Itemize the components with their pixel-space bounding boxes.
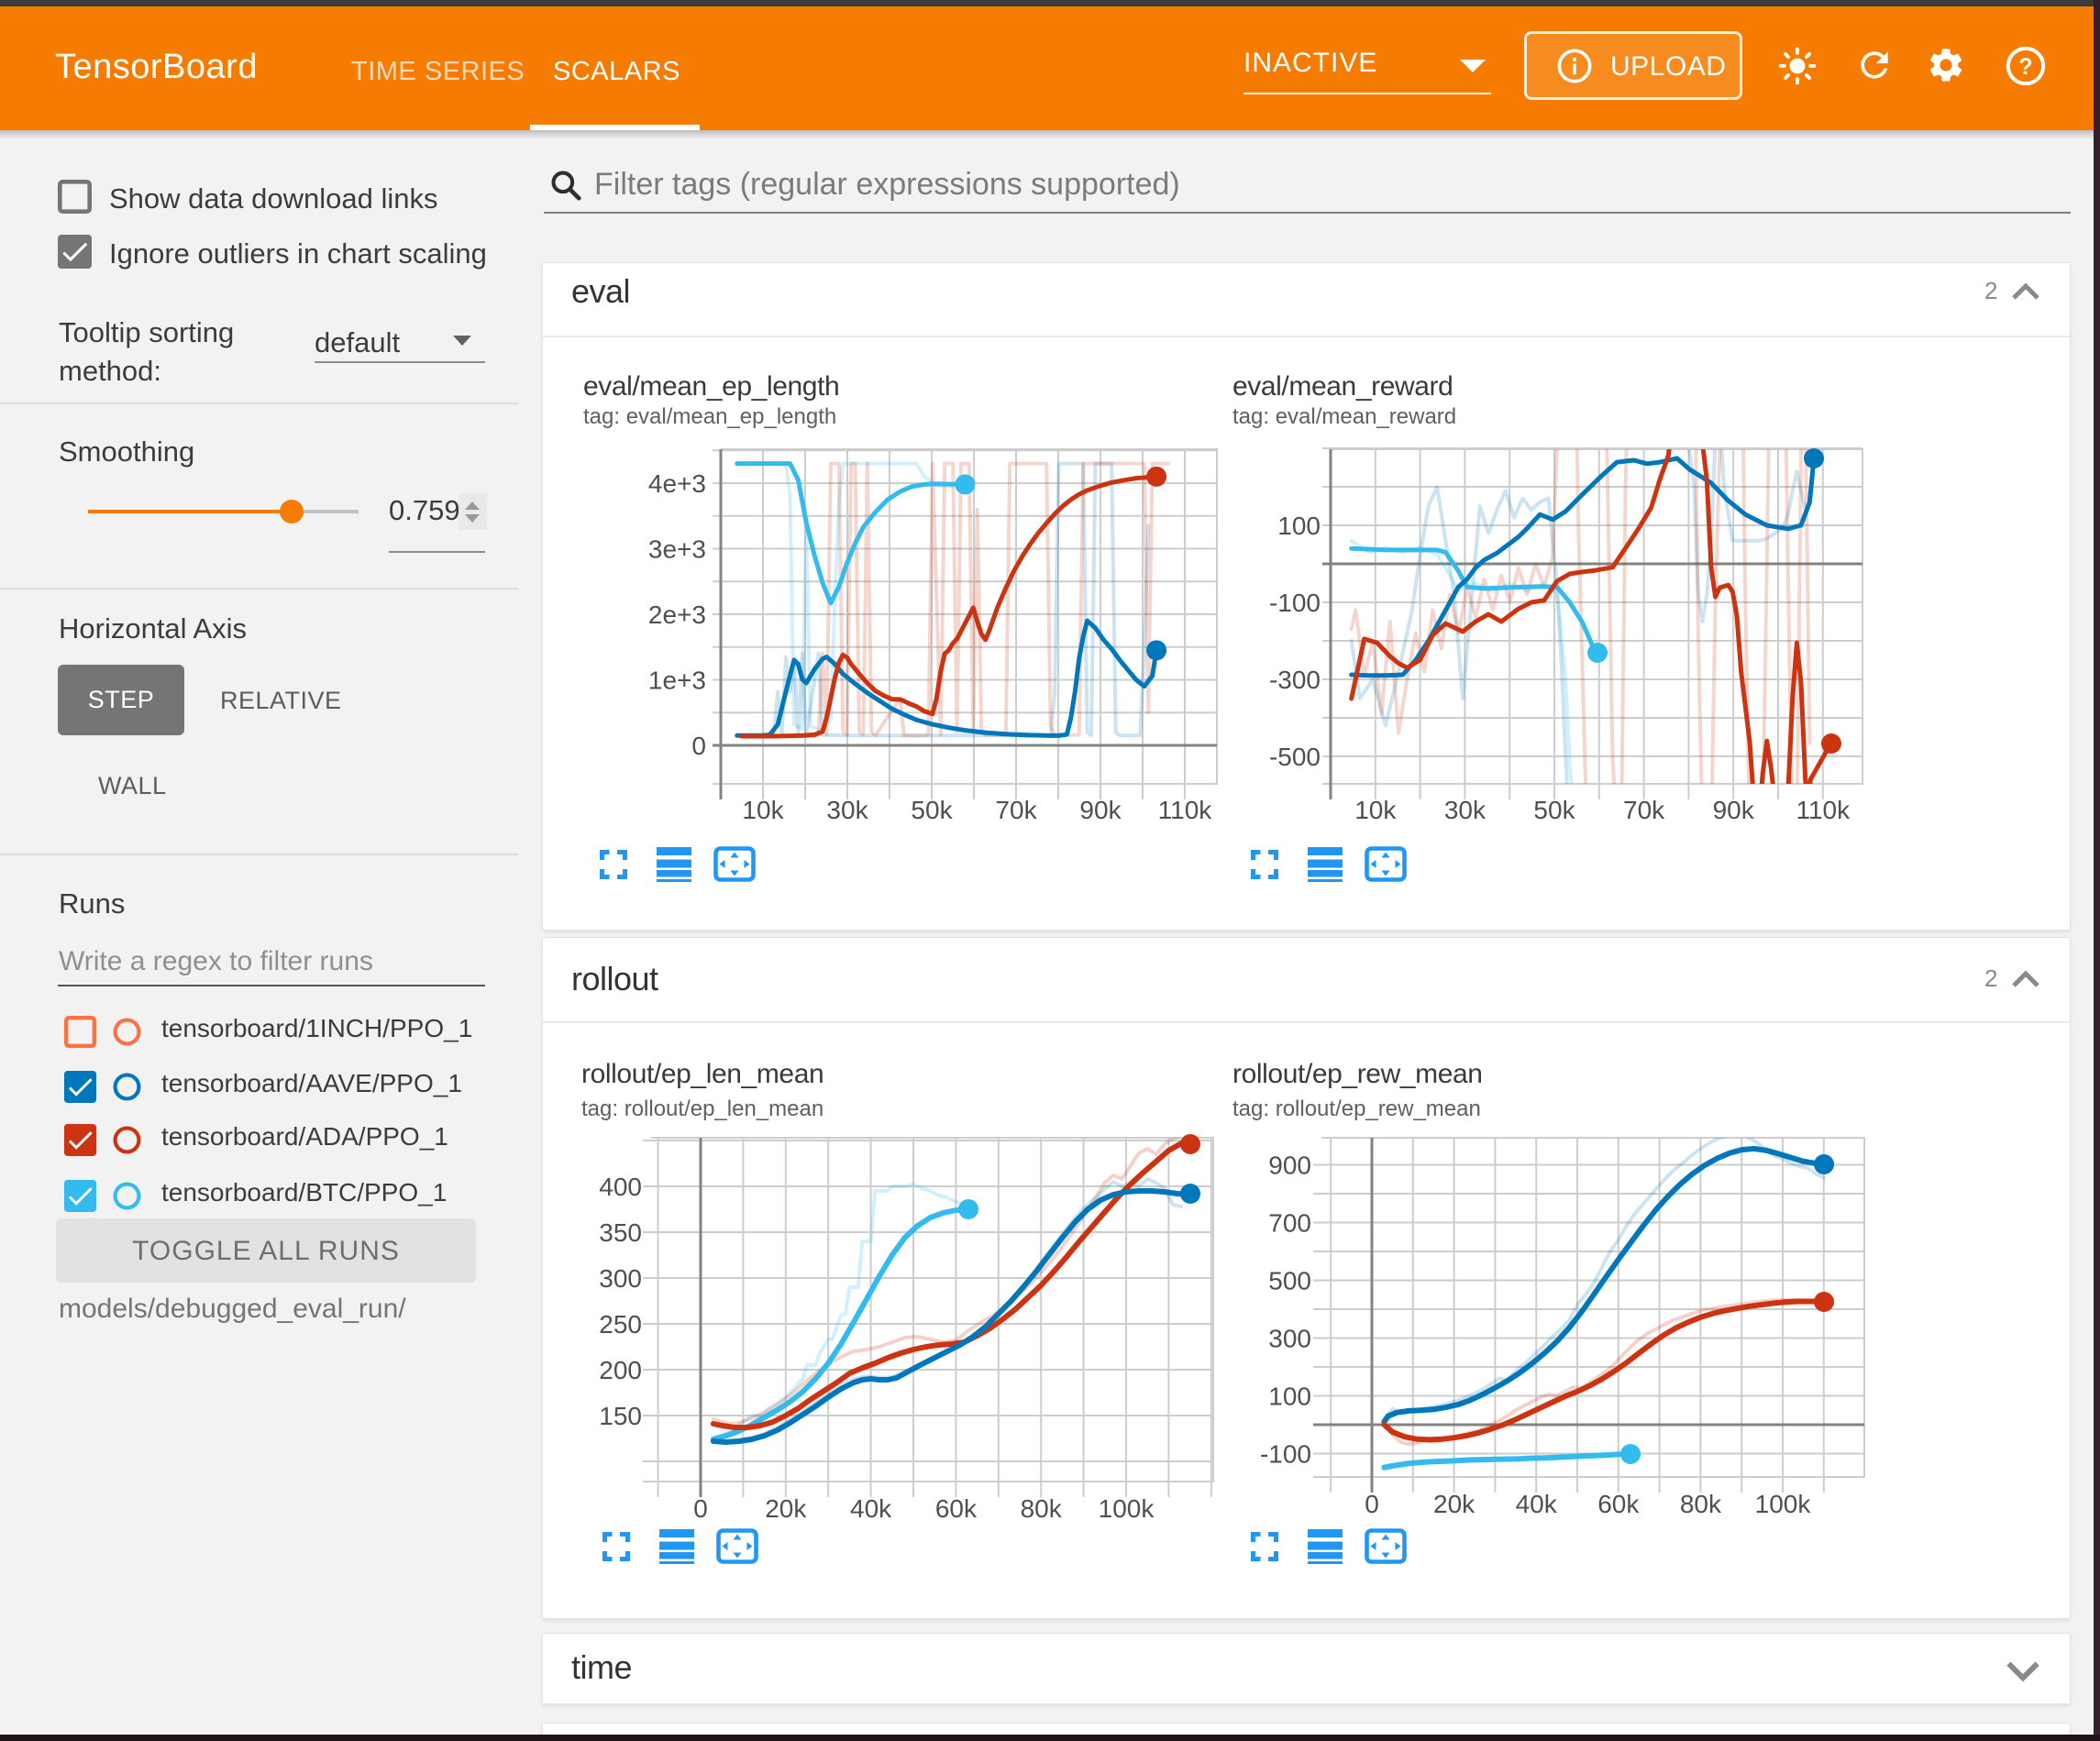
svg-text:50k: 50k xyxy=(911,796,953,824)
svg-text:80k: 80k xyxy=(1680,1490,1722,1518)
svg-text:0: 0 xyxy=(1365,1490,1379,1518)
svg-text:-500: -500 xyxy=(1269,743,1321,771)
svg-text:40k: 40k xyxy=(850,1494,892,1523)
svg-text:?: ? xyxy=(2018,54,2032,80)
svg-text:100: 100 xyxy=(1277,512,1321,540)
svg-text:500: 500 xyxy=(1268,1267,1311,1295)
svg-text:100: 100 xyxy=(1268,1383,1311,1411)
svg-text:200: 200 xyxy=(599,1356,642,1384)
svg-text:90k: 90k xyxy=(1079,796,1122,824)
svg-text:0: 0 xyxy=(691,732,706,760)
svg-text:110k: 110k xyxy=(1796,796,1851,824)
svg-text:10k: 10k xyxy=(1354,796,1397,824)
svg-text:250: 250 xyxy=(599,1310,642,1339)
svg-text:4e+3: 4e+3 xyxy=(648,469,706,498)
svg-text:300: 300 xyxy=(1268,1325,1311,1353)
svg-text:3e+3: 3e+3 xyxy=(648,535,706,564)
svg-text:150: 150 xyxy=(599,1402,642,1430)
svg-text:80k: 80k xyxy=(1021,1494,1063,1523)
svg-text:1e+3: 1e+3 xyxy=(648,667,706,695)
svg-text:400: 400 xyxy=(599,1173,642,1201)
svg-text:70k: 70k xyxy=(1623,796,1665,824)
svg-text:2e+3: 2e+3 xyxy=(648,601,706,629)
svg-text:40k: 40k xyxy=(1516,1490,1558,1518)
svg-text:70k: 70k xyxy=(995,796,1037,824)
svg-text:-100: -100 xyxy=(1269,589,1321,617)
svg-text:-300: -300 xyxy=(1269,666,1321,694)
svg-text:10k: 10k xyxy=(742,796,784,824)
svg-text:60k: 60k xyxy=(935,1494,978,1523)
svg-text:100k: 100k xyxy=(1755,1490,1812,1518)
svg-text:900: 900 xyxy=(1268,1151,1311,1180)
svg-text:-100: -100 xyxy=(1260,1440,1311,1469)
svg-text:20k: 20k xyxy=(1433,1490,1476,1518)
svg-text:0: 0 xyxy=(693,1494,708,1523)
svg-text:60k: 60k xyxy=(1597,1490,1640,1518)
svg-text:300: 300 xyxy=(599,1264,642,1293)
svg-text:100k: 100k xyxy=(1099,1494,1155,1523)
svg-text:20k: 20k xyxy=(765,1494,807,1523)
svg-text:700: 700 xyxy=(1268,1209,1311,1238)
svg-text:30k: 30k xyxy=(826,796,868,824)
svg-text:50k: 50k xyxy=(1533,796,1575,824)
svg-text:30k: 30k xyxy=(1444,796,1487,824)
svg-text:350: 350 xyxy=(599,1218,642,1247)
svg-text:110k: 110k xyxy=(1158,796,1213,824)
svg-text:90k: 90k xyxy=(1713,796,1755,824)
